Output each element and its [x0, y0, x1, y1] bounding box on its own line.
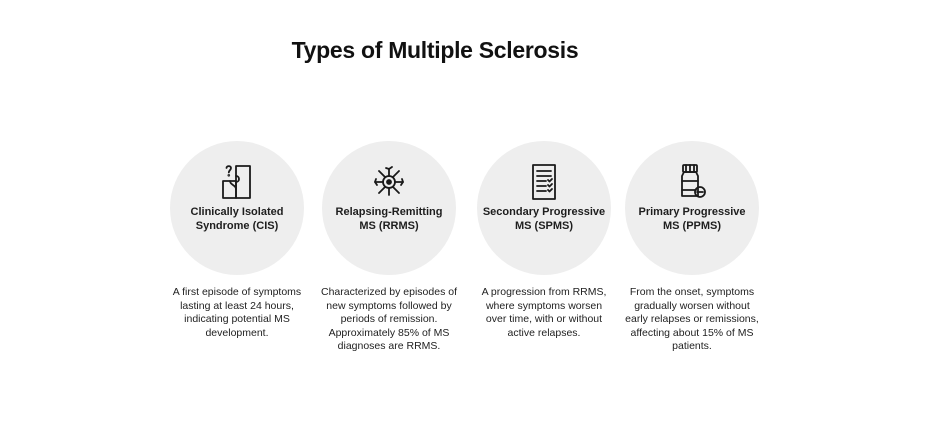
ms-type-circle: Clinically Isolated Syndrome (CIS)	[170, 141, 304, 275]
ms-type-description: A progression from RRMS, where symptoms …	[481, 286, 607, 339]
ms-type-description: A first episode of symptoms lasting at l…	[172, 286, 302, 339]
ms-type-card-rrms: Relapsing-Remitting MS (RRMS) Characteri…	[309, 141, 469, 354]
ms-type-name: Primary Progressive MS (PPMS)	[638, 206, 746, 232]
medicine-bottle-icon	[672, 162, 712, 202]
ms-type-name: Clinically Isolated Syndrome (CIS)	[190, 206, 284, 232]
ms-type-circle: Relapsing-Remitting MS (RRMS)	[322, 141, 456, 275]
ms-type-circle: Primary Progressive MS (PPMS)	[625, 141, 759, 275]
ms-type-circle: Secondary Progressive MS (SPMS)	[477, 141, 611, 275]
checklist-document-icon	[524, 162, 564, 202]
ms-type-description: From the onset, symptoms gradually worse…	[625, 286, 759, 353]
ms-type-name: Secondary Progressive MS (SPMS)	[482, 206, 606, 232]
ms-type-card-ppms: Primary Progressive MS (PPMS) From the o…	[612, 141, 772, 354]
ms-type-name: Relapsing-Remitting MS (RRMS)	[335, 206, 443, 232]
nerve-cell-icon	[369, 162, 409, 202]
ms-type-description: Characterized by episodes of new symptom…	[321, 286, 457, 353]
page-title: Types of Multiple Sclerosis	[291, 37, 579, 63]
puzzle-question-icon	[217, 162, 257, 202]
ms-type-card-cis: Clinically Isolated Syndrome (CIS) A fir…	[157, 141, 317, 340]
ms-type-card-spms: Secondary Progressive MS (SPMS) A progre…	[464, 141, 624, 340]
